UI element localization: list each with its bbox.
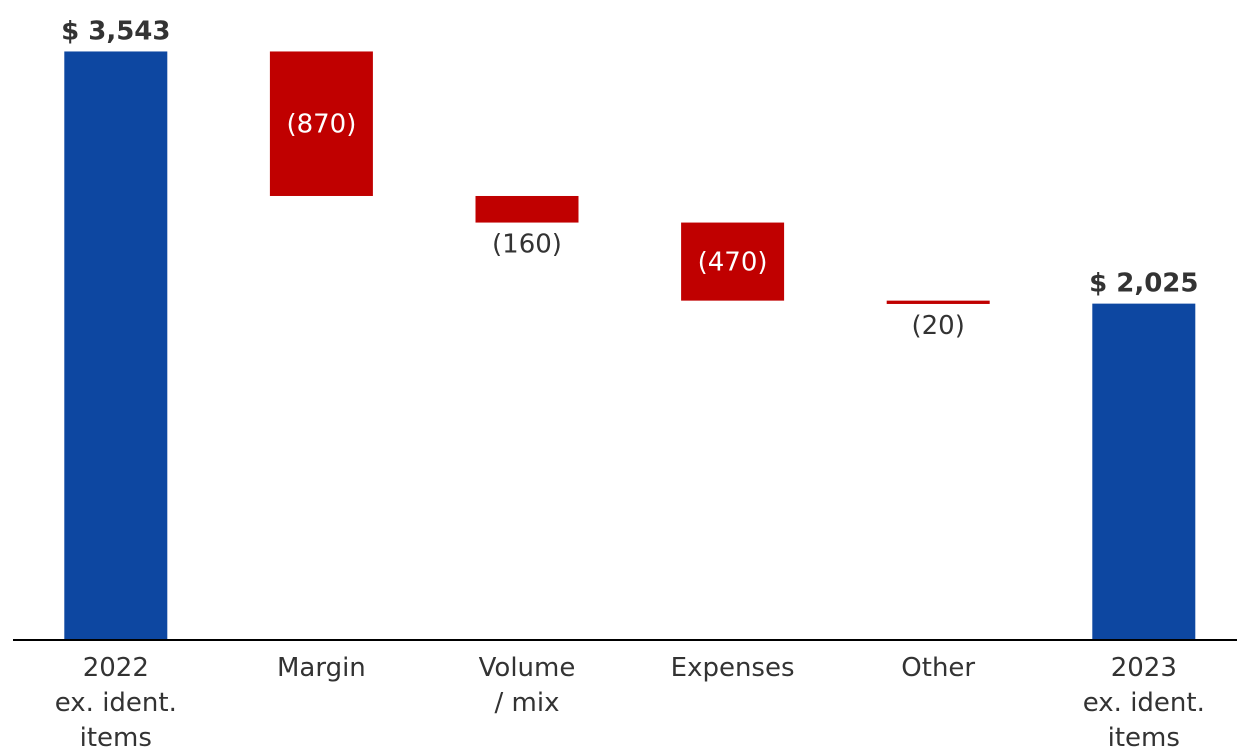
bar [64,51,168,641]
value-label: (470) [698,248,768,278]
value-label: (870) [286,110,356,140]
bar [1092,303,1196,640]
value-label: (20) [912,311,965,341]
x-tick-label: Margin [277,653,366,683]
x-tick-label: 2022 ex. ident. items [55,653,177,750]
x-tick-label: Other [901,653,975,683]
value-label: $ 3,543 [61,16,170,46]
x-tick-label: Volume / mix [479,653,576,718]
bar [269,51,373,196]
bar [475,195,579,223]
value-label: $ 2,025 [1089,269,1198,299]
x-tick-label: Expenses [671,653,795,683]
value-label: (160) [492,230,562,260]
bar [886,300,990,304]
bar [681,222,785,301]
x-tick-label: 2023 ex. ident. items [1083,653,1205,750]
